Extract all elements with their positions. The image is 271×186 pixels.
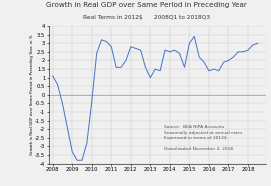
Text: Growth in Real GDP over Same Period in Preceding Year: Growth in Real GDP over Same Period in P… <box>46 2 247 8</box>
Text: Real Terms in 2012$      2008Q1 to 2018Q3: Real Terms in 2012$ 2008Q1 to 2018Q3 <box>83 15 210 20</box>
Y-axis label: Growth in Real GDP over Same Period in Preceding Year, in %: Growth in Real GDP over Same Period in P… <box>30 35 34 155</box>
Text: Source:  BEA NIPA Accounts
Seasonally adjusted at annual rates
Expressed in term: Source: BEA NIPA Accounts Seasonally adj… <box>164 125 242 151</box>
